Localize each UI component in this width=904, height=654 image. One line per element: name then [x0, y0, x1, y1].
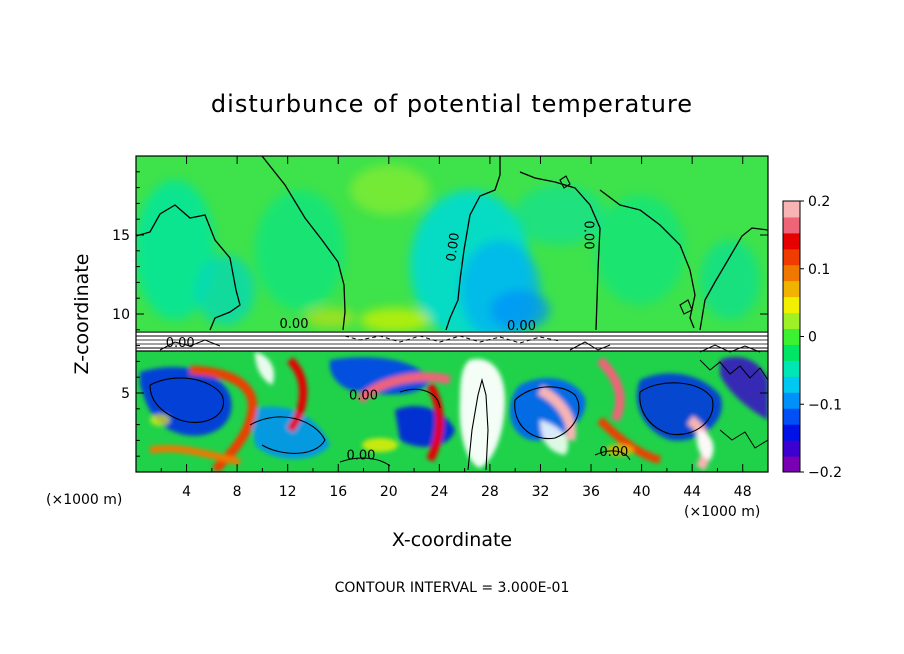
x-axis-label: X-coordinate: [392, 529, 512, 551]
chart-title: disturbunce of potential temperature: [211, 90, 693, 118]
upper-field-texture: [136, 165, 760, 340]
colorbar: [782, 200, 801, 473]
contour-label: 0.00: [347, 448, 376, 463]
x-unit-left: (×1000 m): [46, 492, 122, 508]
colorbar-tick-label: 0: [808, 330, 817, 346]
y-tick-label: 5: [121, 386, 130, 402]
x-tick-label: 16: [329, 484, 347, 500]
colorbar-swatch: [783, 408, 800, 425]
colorbar-swatch: [783, 424, 800, 441]
contour-line: [699, 359, 768, 381]
contour-label: 0.00: [349, 388, 378, 403]
x-tick-label: 24: [430, 484, 448, 500]
contour-line: [514, 386, 580, 440]
x-unit-right: (×1000 m): [684, 504, 760, 520]
colorbar-swatch: [783, 216, 800, 234]
x-tick-label: 36: [582, 484, 600, 500]
contour-line: [249, 416, 326, 454]
plot-area: 0.00 0.00 0.00 0.00 0.00 0.00 0.00 0.00: [136, 156, 768, 472]
x-tick-label: 40: [633, 484, 651, 500]
x-tick-label: 8: [233, 484, 242, 500]
x-tick-label: 48: [734, 484, 752, 500]
contour-label: 0.00: [444, 232, 463, 263]
x-tick-label: 44: [683, 484, 701, 500]
contour-line: [594, 450, 631, 461]
contour-line: [699, 227, 768, 331]
y-tick-label: 15: [112, 228, 130, 244]
x-tick-label: 32: [532, 484, 550, 500]
colorbar-swatch: [783, 456, 800, 473]
contour-line: [559, 175, 571, 189]
colorbar-ticks: 0.2 0.1 0 −0.1 −0.2: [800, 194, 842, 481]
colorbar-swatch: [783, 360, 800, 377]
colorbar-swatch: [783, 264, 800, 282]
colorbar-tick-label: −0.1: [808, 397, 842, 413]
colorbar-swatch: [783, 344, 800, 361]
x-tick-label: 20: [380, 484, 398, 500]
contour-label: 0.00: [581, 221, 596, 250]
contour-label: 0.00: [599, 445, 628, 460]
colorbar-swatch: [783, 312, 800, 330]
x-tick-label: 28: [481, 484, 499, 500]
contour-line: [261, 156, 346, 331]
contour-line: [679, 299, 693, 315]
inversion-layer: [136, 331, 768, 353]
colorbar-swatch: [783, 376, 800, 393]
colorbar-swatch: [783, 248, 800, 266]
contour-line: [639, 382, 714, 436]
contour-line: [445, 156, 501, 331]
colorbar-tick-label: −0.2: [808, 465, 842, 481]
colorbar-swatch: [783, 328, 800, 345]
y-tick-label: 10: [112, 307, 130, 323]
contour-line: [136, 204, 241, 331]
y-axis-label: Z-coordinate: [71, 254, 93, 375]
x-tick-label: 12: [279, 484, 297, 500]
contour-interval-note: CONTOUR INTERVAL = 3.000E-01: [335, 580, 570, 596]
contour-labels: 0.00 0.00 0.00 0.00 0.00 0.00 0.00 0.00: [166, 221, 629, 464]
colorbar-tick-label: 0.2: [808, 194, 830, 210]
x-axis: 4 8 12 16 20 24 28 32 36 40 44 48: [160, 156, 752, 500]
x-tick-label: 4: [182, 484, 191, 500]
contour-line: [339, 457, 391, 467]
contour-line: [467, 377, 489, 471]
y-axis: 5 10 15: [112, 171, 768, 457]
contour-label: 0.00: [166, 336, 195, 351]
colorbar-swatch: [783, 201, 800, 218]
colorbar-swatch: [783, 232, 800, 250]
contour-line: [399, 388, 441, 409]
colorbar-swatch: [783, 392, 800, 409]
contour-line: [149, 377, 225, 423]
colorbar-swatch: [783, 296, 800, 314]
colorbar-swatch: [783, 280, 800, 298]
colorbar-swatch: [783, 440, 800, 457]
colorbar-tick-label: 0.1: [808, 262, 830, 278]
contour-label: 0.00: [280, 317, 309, 332]
contour-line: [719, 429, 768, 449]
contour-label: 0.00: [507, 319, 536, 334]
contour-line: [519, 171, 601, 331]
